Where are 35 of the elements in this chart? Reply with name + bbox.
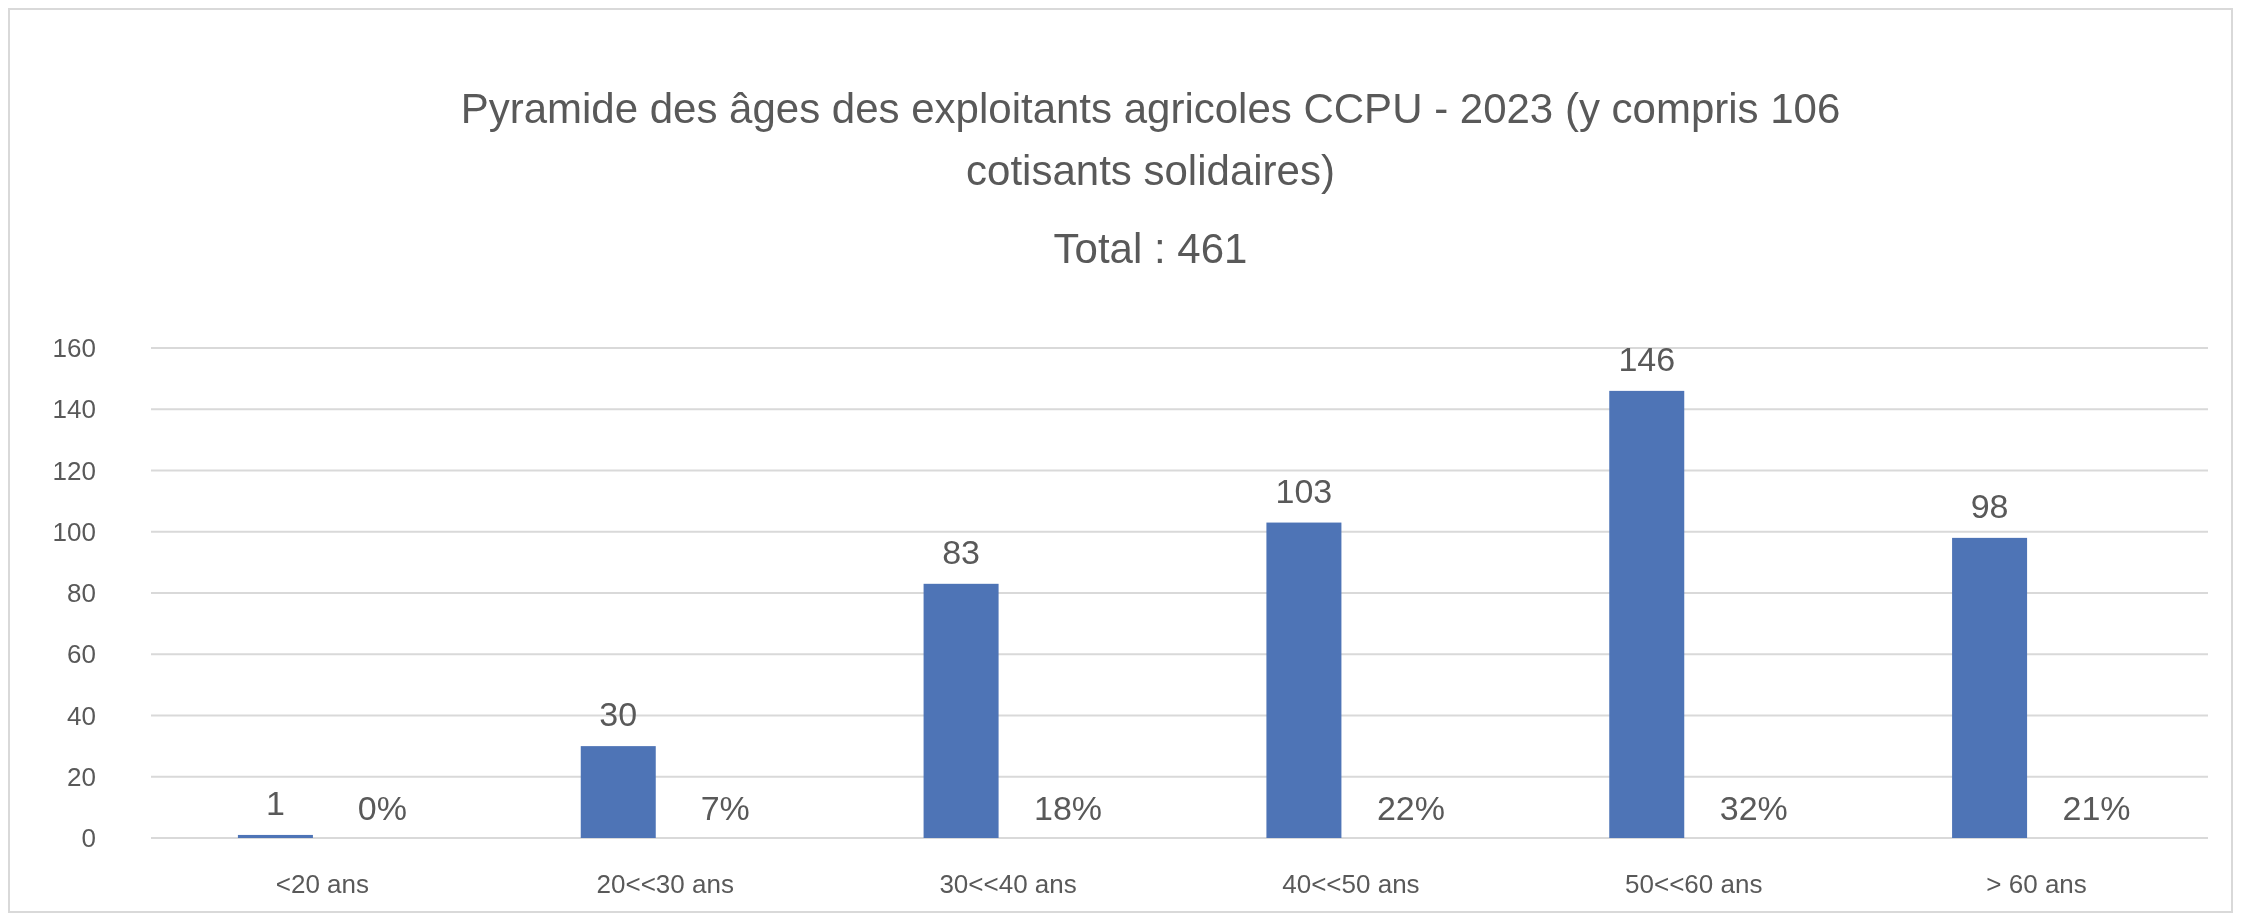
annotation: 32% <box>1719 789 1788 827</box>
x-tick-label: > 60 ans <box>1986 869 2087 899</box>
annotation: 21% <box>2062 789 2131 827</box>
x-tick-label: 20<<30 ans <box>596 869 734 899</box>
y-tick-label: 160 <box>52 333 96 364</box>
x-tick-label: 50<<60 ans <box>1625 869 1763 899</box>
x-tick-label: <20 ans <box>275 869 370 899</box>
bar <box>1609 390 1685 838</box>
bar <box>923 583 999 838</box>
data-label: 103 <box>1275 471 1333 510</box>
y-tick-label: 80 <box>67 578 96 609</box>
y-tick-label: 120 <box>52 455 96 486</box>
data-label: 146 <box>1618 339 1676 378</box>
annotation: 22% <box>1376 789 1445 827</box>
bar <box>237 834 313 838</box>
bar <box>1266 522 1342 838</box>
x-tick-label: 40<<50 ans <box>1282 869 1420 899</box>
chart-subtitle: Total : 461 <box>1053 225 1248 272</box>
data-label: 98 <box>1970 486 2009 525</box>
y-tick-label: 40 <box>67 700 96 731</box>
annotation: 18% <box>1034 789 1103 827</box>
data-label: 30 <box>599 695 638 734</box>
y-tick-label: 0 <box>81 823 96 854</box>
y-tick-label: 60 <box>67 639 96 670</box>
bar <box>580 746 656 838</box>
chart-title: Pyramide des âges des exploitants agricoles CCPU - 2023 (y compris 106 cotisants solidaires) <box>460 85 1841 194</box>
annotation: 7% <box>700 789 750 827</box>
y-tick-label: 140 <box>52 394 96 425</box>
data-label: 83 <box>942 532 980 571</box>
bar <box>1952 537 2028 838</box>
annotation: 0% <box>357 789 407 827</box>
x-tick-label: 30<<40 ans <box>939 869 1077 899</box>
y-tick-label: 20 <box>67 761 96 792</box>
y-tick-label: 100 <box>52 516 96 547</box>
data-label: 1 <box>265 783 285 822</box>
